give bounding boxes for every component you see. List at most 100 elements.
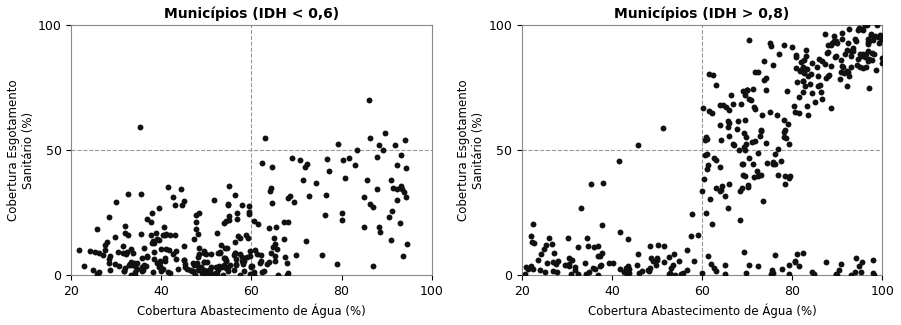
Point <box>207 271 222 277</box>
Point <box>571 244 586 250</box>
Point <box>805 61 819 66</box>
Point <box>92 270 106 275</box>
Point <box>130 260 144 266</box>
Point <box>210 230 224 236</box>
Point <box>742 263 756 268</box>
Point <box>363 135 378 140</box>
Point <box>395 186 409 191</box>
Point <box>150 260 165 266</box>
Point <box>736 173 751 178</box>
Point <box>116 269 131 274</box>
Point <box>750 168 764 174</box>
Point <box>281 271 296 276</box>
Point <box>713 123 727 128</box>
Point <box>737 117 751 123</box>
Point <box>687 259 701 264</box>
Point <box>834 69 849 74</box>
Point <box>551 258 565 264</box>
Point <box>196 250 211 255</box>
Point <box>222 183 236 188</box>
Point <box>805 269 819 274</box>
Point <box>221 202 235 208</box>
Point <box>168 248 183 254</box>
Point <box>209 265 223 270</box>
Point <box>92 250 106 255</box>
Point <box>140 255 154 260</box>
Point <box>87 249 102 254</box>
Point <box>252 261 267 266</box>
Point <box>744 98 759 103</box>
Point <box>399 165 414 171</box>
Point <box>699 151 714 157</box>
Point <box>386 186 400 191</box>
Point <box>189 227 204 232</box>
Point <box>738 174 752 179</box>
Point <box>213 251 227 256</box>
Point <box>158 232 172 237</box>
Point <box>546 260 560 265</box>
Point <box>299 239 314 244</box>
Point <box>773 159 787 164</box>
Point <box>759 140 773 145</box>
Point <box>829 272 843 277</box>
Point <box>709 185 724 190</box>
Point <box>865 270 879 275</box>
Point <box>128 263 142 268</box>
Point <box>729 126 743 132</box>
Point <box>843 49 858 54</box>
Point <box>777 130 791 135</box>
Point <box>153 259 168 265</box>
Point <box>869 68 883 73</box>
Point <box>518 271 532 276</box>
Point <box>765 63 779 68</box>
Point <box>186 268 200 273</box>
Point <box>736 144 751 150</box>
Point <box>709 83 724 88</box>
Point <box>706 155 721 160</box>
Point <box>568 267 582 272</box>
Point <box>662 271 677 276</box>
Point <box>162 270 177 276</box>
Point <box>827 38 842 43</box>
Point <box>824 64 839 69</box>
Point <box>818 32 833 37</box>
Point <box>818 260 833 265</box>
Point <box>746 105 760 110</box>
X-axis label: Cobertura Abastecimento de Água (%): Cobertura Abastecimento de Água (%) <box>587 304 816 318</box>
Point <box>759 76 773 81</box>
Point <box>562 264 577 269</box>
Point <box>223 263 237 268</box>
Point <box>867 51 881 56</box>
Point <box>705 221 719 226</box>
Point <box>219 257 233 262</box>
Point <box>200 259 214 264</box>
Point <box>665 262 679 267</box>
Point <box>83 248 97 254</box>
Point <box>336 157 350 162</box>
Point <box>199 271 214 276</box>
Point <box>777 117 791 122</box>
Point <box>560 235 575 240</box>
Point <box>523 264 538 269</box>
Point <box>740 88 754 93</box>
Point <box>860 36 875 42</box>
Point <box>245 264 259 269</box>
Point <box>842 41 856 46</box>
Point <box>350 148 364 153</box>
Point <box>698 210 713 215</box>
Point <box>134 256 149 261</box>
Point <box>696 105 711 110</box>
Point <box>136 267 150 272</box>
Point <box>804 71 818 76</box>
Point <box>718 193 733 198</box>
Point <box>795 67 809 72</box>
Point <box>319 193 333 198</box>
Point <box>703 196 717 202</box>
Point <box>833 77 848 82</box>
Point <box>591 253 605 258</box>
Point <box>123 262 137 267</box>
Point <box>799 104 814 109</box>
Point <box>619 266 633 271</box>
Point <box>832 267 846 272</box>
Point <box>177 257 191 263</box>
